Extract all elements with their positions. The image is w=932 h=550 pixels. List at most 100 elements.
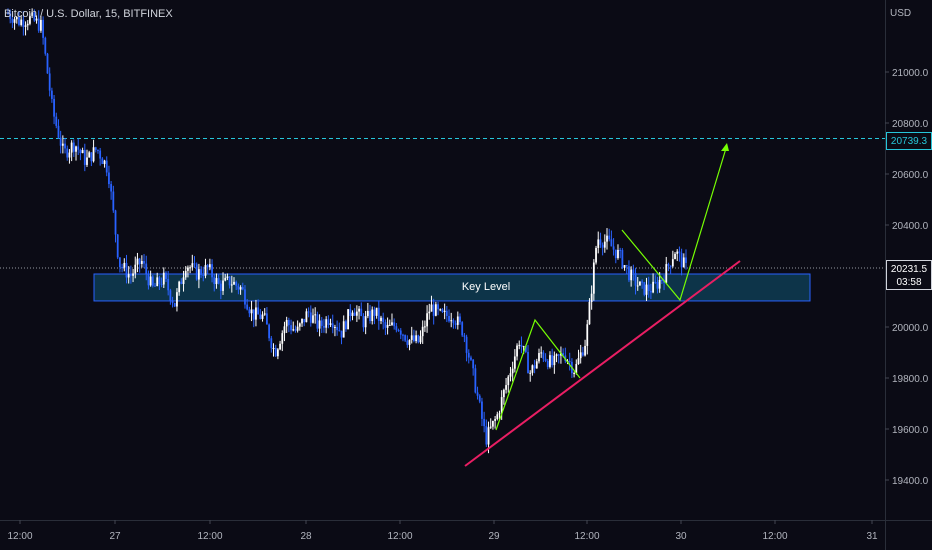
price-tick-label: 20800.0 [892,119,929,130]
candle-body [158,277,161,285]
key-level-zone [93,273,811,302]
candle-body [463,335,466,337]
candle-body [649,291,652,293]
candle-body [276,349,279,357]
candle-body [134,264,137,274]
candle-body [233,281,235,285]
candle-body [590,293,593,302]
candle-body [349,309,352,316]
time-tick-label: 30 [675,531,687,542]
candle-body [402,334,404,336]
candle-body [250,309,253,314]
candle-body [279,343,281,350]
candle-body [156,277,159,287]
candle-body [502,389,505,398]
candle-body [562,352,565,356]
candle-body [377,307,380,322]
candle-body [127,274,130,278]
candle-body [108,172,110,185]
candle-body [90,152,93,162]
candle-body [426,313,428,327]
candle-body [50,90,53,99]
candle-body [358,308,360,312]
candle-body [169,290,172,301]
candle-body [362,316,365,328]
candle-body [235,281,238,286]
candle-body [481,401,483,419]
candle-body [138,258,141,264]
candle-body [340,330,343,338]
candle-body [557,354,560,356]
candle-body [114,210,117,235]
candle-body [351,312,354,316]
last-price-value: 20231.5 [890,264,928,275]
candle-body [294,329,297,331]
candle-body [97,149,99,151]
candle-body [439,309,442,311]
candle-body [285,319,288,327]
candle-body [140,261,143,264]
candle-body [371,309,374,322]
price-tick-label: 19400.0 [892,476,929,487]
candle-body [601,244,604,248]
candle-body [682,257,685,268]
candle-body [237,285,240,290]
candle-body [524,346,527,353]
candle-body [355,311,358,316]
candle-body [467,352,470,358]
time-tick-label: 12:00 [387,531,412,542]
candle-body [309,312,312,323]
candle-body [531,365,534,373]
candle-body [353,312,356,316]
candle-body [369,310,371,322]
candle-body [456,316,459,325]
candle-body [538,353,540,362]
candle-body [656,282,659,289]
candle-body [334,326,336,328]
candle-body [551,355,554,366]
candle-body [268,324,271,339]
candle-body [193,263,196,265]
candle-body [454,323,457,325]
candle-body [329,323,332,325]
candle-body [165,272,167,279]
candle-body [320,320,323,326]
candle-body [423,326,426,328]
candle-body [29,15,31,24]
candle-body [634,273,637,286]
candle-body [610,239,613,247]
candle-body [540,352,543,354]
candle-body [397,330,400,332]
candle-body [465,336,468,353]
candle-body [542,352,545,359]
candle-body [9,13,12,19]
candle-body [599,239,602,245]
candle-body [507,376,510,386]
candle-body [314,314,317,316]
candle-body [619,249,622,251]
candle-body [470,357,472,360]
candle-body [53,98,55,117]
candle-body [213,277,216,285]
candle-body [417,335,420,343]
candle-body [555,354,558,356]
candle-body [154,285,156,287]
candle-body [667,264,670,266]
candle-body [527,352,529,374]
candle-body [11,18,14,23]
candle-body [283,326,286,334]
candle-body [450,320,453,322]
candle-body [529,372,532,374]
ascending-trendline [464,260,741,467]
candle-body [643,282,646,295]
candle-body [77,146,80,150]
candle-body [46,53,49,74]
candle-body [162,272,165,285]
candle-body [66,148,69,158]
candle-body [316,314,319,329]
candle-body [132,273,134,276]
candle-body [434,304,437,316]
candle-body [88,152,91,158]
